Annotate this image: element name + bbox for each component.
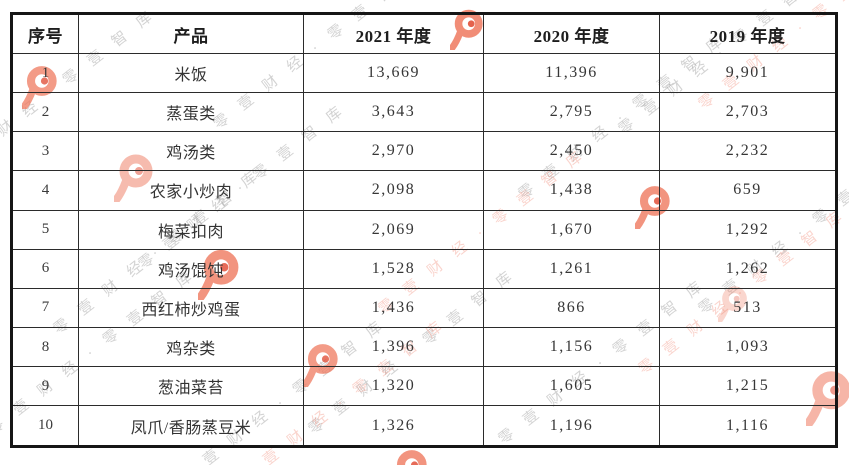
cell-product: 鸡汤馄饨 [78, 248, 304, 289]
cell-2019: 1,262 [659, 248, 837, 289]
cell-2021: 1,436 [303, 287, 484, 328]
cell-2021: 1,326 [303, 405, 484, 447]
header-row: 序号 产品 2021 年度 2020 年度 2019 年度 [11, 13, 837, 54]
col-header-product: 产品 [78, 13, 304, 54]
cell-2021: 1,528 [303, 248, 484, 289]
cell-2021: 13,669 [303, 52, 484, 94]
cell-2019: 1,093 [659, 326, 837, 368]
cell-2020: 1,196 [483, 405, 660, 447]
cell-product: 米饭 [78, 52, 304, 94]
col-header-seq: 序号 [11, 13, 79, 54]
table-row: 7 西红柿炒鸡蛋 1,436 866 513 [11, 287, 837, 328]
cell-2019: 1,292 [659, 209, 837, 250]
cell-seq: 7 [11, 287, 79, 328]
cell-2020: 2,450 [483, 131, 660, 172]
cell-product: 鸡杂类 [78, 326, 304, 368]
cell-2019: 659 [659, 170, 837, 211]
cell-2021: 1,320 [303, 366, 484, 407]
table-row: 8 鸡杂类 1,396 1,156 1,093 [11, 326, 837, 368]
table-header: 序号 产品 2021 年度 2020 年度 2019 年度 [11, 13, 837, 54]
cell-seq: 6 [11, 248, 79, 289]
cell-2020: 2,795 [483, 92, 660, 133]
cell-seq: 1 [11, 52, 79, 94]
cell-seq: 10 [11, 405, 79, 447]
cell-2021: 2,069 [303, 209, 484, 250]
cell-2021: 2,970 [303, 131, 484, 172]
cell-2021: 1,396 [303, 326, 484, 368]
table-row: 9 葱油菜苔 1,320 1,605 1,215 [11, 366, 837, 407]
cell-seq: 4 [11, 170, 79, 211]
cell-2020: 1,156 [483, 326, 660, 368]
cell-2019: 1,215 [659, 366, 837, 407]
cell-product: 鸡汤类 [78, 131, 304, 172]
cell-2019: 2,232 [659, 131, 837, 172]
table-row: 3 鸡汤类 2,970 2,450 2,232 [11, 131, 837, 172]
cell-product: 葱油菜苔 [78, 366, 304, 407]
01caijing-logo-icon [392, 446, 428, 465]
table-row: 1 米饭 13,669 11,396 9,901 [11, 52, 837, 94]
cell-2020: 1,670 [483, 209, 660, 250]
cell-2021: 3,643 [303, 92, 484, 133]
cell-2020: 1,261 [483, 248, 660, 289]
col-header-2021: 2021 年度 [303, 13, 484, 54]
cell-2019: 1,116 [659, 405, 837, 447]
cell-product: 蒸蛋类 [78, 92, 304, 133]
cell-2020: 866 [483, 287, 660, 328]
table-row: 4 农家小炒肉 2,098 1,438 659 [11, 170, 837, 211]
cell-seq: 2 [11, 92, 79, 133]
cell-seq: 8 [11, 326, 79, 368]
cell-product: 凤爪/香肠蒸豆米 [78, 405, 304, 447]
cell-2020: 1,605 [483, 366, 660, 407]
table-body: 1 米饭 13,669 11,396 9,901 2 蒸蛋类 3,643 2,795 2,703 3… [11, 52, 837, 447]
product-revenue-table: 序号 产品 2021 年度 2020 年度 2019 年度 1 米饭 13,669 1… [10, 12, 838, 448]
cell-2021: 2,098 [303, 170, 484, 211]
col-header-2020: 2020 年度 [483, 13, 660, 54]
cell-product: 梅菜扣肉 [78, 209, 304, 250]
col-header-2019: 2019 年度 [659, 13, 837, 54]
cell-seq: 9 [11, 366, 79, 407]
table-row: 6 鸡汤馄饨 1,528 1,261 1,262 [11, 248, 837, 289]
cell-2020: 1,438 [483, 170, 660, 211]
cell-seq: 3 [11, 131, 79, 172]
cell-2019: 9,901 [659, 52, 837, 94]
cell-product: 农家小炒肉 [78, 170, 304, 211]
cell-product: 西红柿炒鸡蛋 [78, 287, 304, 328]
table-row: 5 梅菜扣肉 2,069 1,670 1,292 [11, 209, 837, 250]
cell-2020: 11,396 [483, 52, 660, 94]
table-row: 2 蒸蛋类 3,643 2,795 2,703 [11, 92, 837, 133]
cell-2019: 513 [659, 287, 837, 328]
table-row: 10 凤爪/香肠蒸豆米 1,326 1,196 1,116 [11, 405, 837, 447]
cell-seq: 5 [11, 209, 79, 250]
cell-2019: 2,703 [659, 92, 837, 133]
